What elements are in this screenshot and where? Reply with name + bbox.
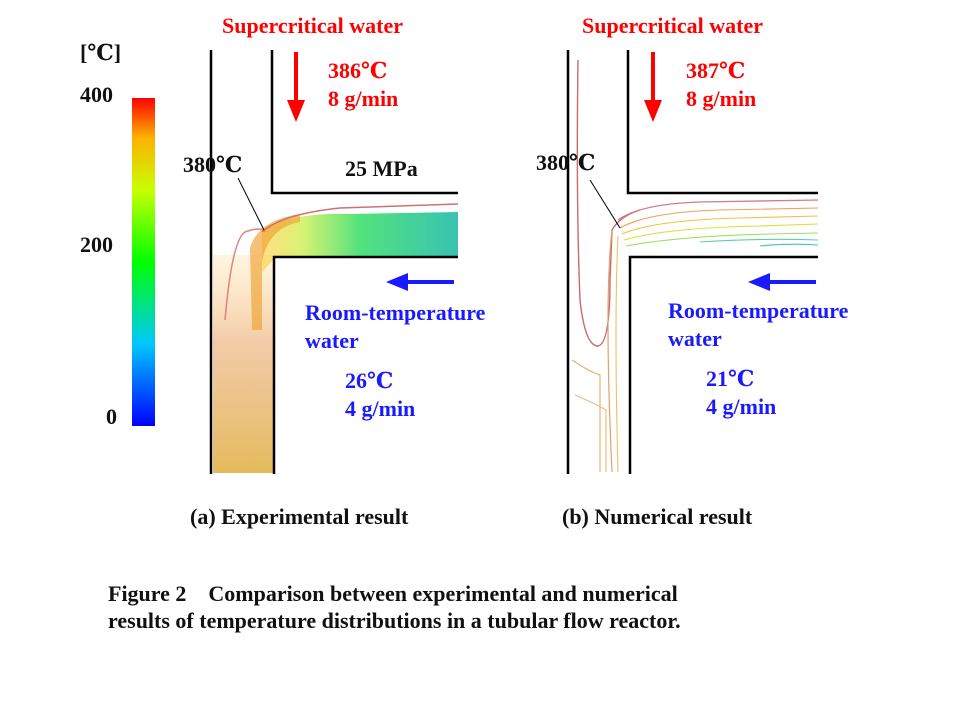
panel-a-cold-label-1: Room-temperature <box>305 300 486 325</box>
panel-a-hot-arrow <box>287 52 305 122</box>
panel-a-cold-temp: 26℃ <box>345 368 394 393</box>
panel-a-cold-label-2: water <box>305 328 359 353</box>
panel-a-pressure: 25 MPa <box>345 156 418 181</box>
panel-b-contour-leg-4 <box>607 229 613 473</box>
figure-caption-line-2: results of temperature distributions in … <box>108 608 681 633</box>
panel-a-leader-line <box>237 177 265 231</box>
panel-a-reactor <box>209 50 459 474</box>
scale-tick-400: 400 <box>80 82 113 107</box>
panel-a-contour-380 <box>261 203 459 233</box>
panel-a-upper-wall <box>270 50 458 195</box>
panel-b-hot-arrow <box>644 52 662 122</box>
panel-b-caption: (b) Numerical result <box>562 504 753 529</box>
panel-b-cold-temp: 21℃ <box>706 366 755 391</box>
panel-b-hot-flow: 8 g/min <box>686 86 757 111</box>
panel-b-cold-label-2: water <box>668 326 722 351</box>
panel-b-contour-ch-5 <box>625 232 819 247</box>
panel-a-lower-wall <box>272 255 458 474</box>
panel-b-contour-ch-7 <box>759 243 819 247</box>
panel-b-contour-ch-3 <box>621 215 819 235</box>
scale-tick-200: 200 <box>80 232 113 257</box>
panel-b-contour-ch-2 <box>619 207 819 229</box>
panel-a-hot-temp: 386℃ <box>328 58 388 83</box>
panel-a-hot-flow: 8 g/min <box>328 86 399 111</box>
panel-a-contour-wisp <box>224 228 266 321</box>
panel-a-leg-field <box>213 255 273 473</box>
panel-b-upper-wall <box>626 50 818 195</box>
panel-a-corner-band <box>250 214 300 330</box>
panel-b-hot-temp: 387℃ <box>686 58 746 83</box>
panel-a-cold-flow: 4 g/min <box>345 396 416 421</box>
panel-b-contour-leg-2 <box>571 359 601 472</box>
panel-b-contour-leg-1 <box>576 59 641 347</box>
panel-a-cold-arrow <box>386 273 454 291</box>
panel-b-contour-leg-5 <box>615 235 619 473</box>
panel-b-contour-ch-1 <box>617 199 819 221</box>
panel-a-caption: (a) Experimental result <box>190 504 409 529</box>
panel-b-cold-flow: 4 g/min <box>706 394 777 419</box>
panel-b-contour-ch-6 <box>699 238 819 243</box>
panel-b-lower-wall <box>628 255 818 474</box>
panel-b-hot-label: Supercritical water <box>582 13 764 38</box>
panel-b-cold-label-1: Room-temperature <box>668 298 849 323</box>
scale-tick-0: 0 <box>106 404 117 429</box>
panel-a-contour-label: 380℃ <box>183 152 243 177</box>
figure-caption-line-1: Figure 2 Comparison between experimental… <box>108 581 678 606</box>
panel-b-contour-ch-4 <box>623 223 819 241</box>
color-scale-bar <box>132 98 155 426</box>
panel-b-leader-line <box>589 179 621 229</box>
scale-unit: [℃] <box>80 40 122 65</box>
panel-b-contour-label: 380℃ <box>536 150 596 175</box>
panel-b-cold-arrow <box>748 273 816 291</box>
panel-a-hot-label: Supercritical water <box>222 13 404 38</box>
panel-b-contour-leg-3 <box>574 394 607 472</box>
panel-b-reactor <box>566 50 819 474</box>
